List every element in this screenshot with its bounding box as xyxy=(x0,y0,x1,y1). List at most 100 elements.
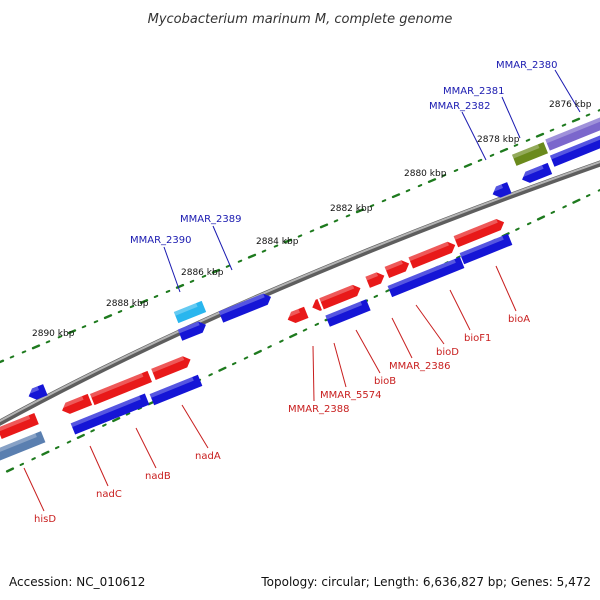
gene-label-nadc[interactable]: nadC xyxy=(96,489,122,500)
tick-mark xyxy=(165,289,171,293)
tick-mark xyxy=(208,373,213,377)
tick-mark xyxy=(41,450,50,456)
gene-hisd xyxy=(0,412,39,440)
gene-label-mmar-2380[interactable]: MMAR_2380 xyxy=(496,60,558,71)
gene-label-mmar-5574[interactable]: MMAR_5574 xyxy=(320,390,382,401)
tick-mark xyxy=(441,173,447,178)
tick-mark xyxy=(31,457,36,461)
gene-biob xyxy=(319,284,361,310)
tick-mark xyxy=(549,128,555,132)
gene-label-biob[interactable]: bioB xyxy=(374,376,396,387)
tick-mark xyxy=(231,361,237,366)
gene-small-1 xyxy=(26,384,48,400)
tick-label-2882: 2882 kbp xyxy=(330,204,373,214)
tick-label-2886: 2886 kbp xyxy=(181,268,224,278)
inner-tick-ring xyxy=(5,188,600,473)
tick-mark xyxy=(333,219,339,223)
tick-mark xyxy=(561,123,567,127)
tick-mark xyxy=(513,143,519,147)
tick-mark xyxy=(373,294,379,299)
tick-mark xyxy=(525,138,531,142)
tick-mark xyxy=(405,189,411,193)
tick-mark xyxy=(67,329,77,335)
tick-mark xyxy=(309,229,315,233)
gene-label-biof1[interactable]: bioF1 xyxy=(464,333,491,344)
tick-mark xyxy=(211,268,221,274)
tick-mark xyxy=(76,433,85,439)
gene-nadb xyxy=(90,370,152,406)
tick-mark xyxy=(45,340,51,344)
tick-mark xyxy=(597,188,600,192)
gene-biof1 xyxy=(408,241,456,269)
tick-mark xyxy=(571,117,581,123)
tick-label-2890: 2890 kbp xyxy=(32,329,75,339)
gene-label-mmar-2389[interactable]: MMAR_2389 xyxy=(180,214,242,225)
leader-mmar-2388 xyxy=(312,345,315,402)
outer-tick-ring xyxy=(0,108,600,364)
tick-label-2884: 2884 kbp xyxy=(256,237,299,247)
topology-text: Topology: circular; Length: 6,636,827 bp… xyxy=(260,575,591,589)
gene-label-hisd[interactable]: hisD xyxy=(34,514,56,525)
tick-mark xyxy=(189,279,195,283)
gene-label-bioa[interactable]: bioA xyxy=(508,314,530,325)
tick-mark xyxy=(385,289,390,293)
gene-mmar-2388 xyxy=(285,306,309,324)
tick-mark xyxy=(81,325,87,329)
tick-mark xyxy=(453,168,459,173)
gene-label-nada[interactable]: nadA xyxy=(195,451,221,462)
gene-mmar-2390-b xyxy=(177,321,206,341)
leader-mmar-2381 xyxy=(501,96,521,139)
tick-mark xyxy=(289,333,298,339)
tick-mark xyxy=(201,274,207,278)
gene-nada-b xyxy=(149,374,203,406)
leader-mmar-5574 xyxy=(333,342,347,388)
tick-label-2876: 2876 kbp xyxy=(549,100,592,110)
label-leaders xyxy=(23,69,581,512)
gene-label-mmar-2382[interactable]: MMAR_2382 xyxy=(429,101,491,112)
tick-mark xyxy=(273,244,279,248)
tick-mark xyxy=(102,423,107,427)
gene-label-mmar-2390[interactable]: MMAR_2390 xyxy=(130,235,192,246)
tick-mark xyxy=(139,299,149,304)
tick-mark xyxy=(314,322,320,327)
gene-mmar-2380 xyxy=(545,113,600,151)
tick-mark xyxy=(562,205,567,209)
gene-label-mmar-2386[interactable]: MMAR_2386 xyxy=(389,361,451,372)
gene-bioa-b xyxy=(459,233,513,265)
tick-mark xyxy=(90,429,95,433)
tick-mark xyxy=(463,163,473,168)
tick-mark xyxy=(417,184,423,188)
tick-mark xyxy=(381,199,387,203)
gene-mmar-2386 xyxy=(365,272,385,288)
gene-mmar-2380-b xyxy=(549,133,600,167)
tick-mark xyxy=(129,305,135,309)
leader-hisd xyxy=(23,467,45,512)
tick-mark xyxy=(489,153,495,157)
tick-mark xyxy=(283,238,293,244)
gene-label-nadb[interactable]: nadB xyxy=(145,471,171,482)
gene-mmar-2381-b xyxy=(519,162,553,183)
gene-mmar-2389 xyxy=(218,293,272,323)
leader-mmar-2390 xyxy=(163,246,181,293)
leader-nadb xyxy=(135,427,157,469)
tick-mark xyxy=(499,147,509,153)
gene-label-mmar-2388[interactable]: MMAR_2388 xyxy=(288,404,350,415)
tick-label-2878: 2878 kbp xyxy=(477,135,520,145)
tick-mark xyxy=(247,253,257,259)
tick-mark xyxy=(253,349,262,355)
gene-nadc xyxy=(59,393,93,414)
tick-mark xyxy=(0,359,5,364)
tick-mark xyxy=(243,356,249,360)
gene-label-biod[interactable]: bioD xyxy=(436,347,459,358)
tick-mark xyxy=(225,264,231,268)
gene-mmar-2390-a xyxy=(173,300,207,324)
tick-mark xyxy=(369,204,375,208)
gene-label-mmar-2381[interactable]: MMAR_2381 xyxy=(443,86,505,97)
gene-mmar-5574 xyxy=(310,298,322,311)
leader-biof1 xyxy=(449,289,471,331)
leader-biob xyxy=(355,329,381,374)
tick-mark xyxy=(19,462,25,467)
tick-mark xyxy=(218,366,227,372)
tick-mark xyxy=(21,350,27,354)
